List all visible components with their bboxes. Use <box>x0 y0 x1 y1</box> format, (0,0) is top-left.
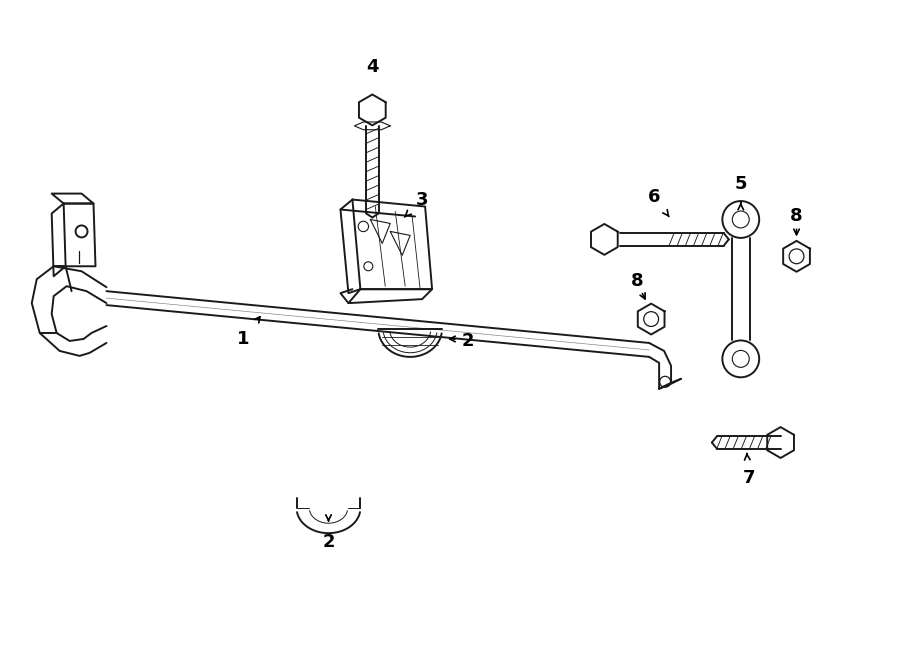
Text: 7: 7 <box>742 469 755 487</box>
Text: 2: 2 <box>462 332 474 350</box>
Text: 8: 8 <box>631 272 644 290</box>
Text: 4: 4 <box>366 58 379 76</box>
Text: 3: 3 <box>416 190 428 209</box>
Text: 8: 8 <box>790 208 803 225</box>
Text: 5: 5 <box>734 175 747 192</box>
Text: 6: 6 <box>648 188 661 206</box>
Text: 2: 2 <box>322 533 335 551</box>
Text: 1: 1 <box>237 330 249 348</box>
